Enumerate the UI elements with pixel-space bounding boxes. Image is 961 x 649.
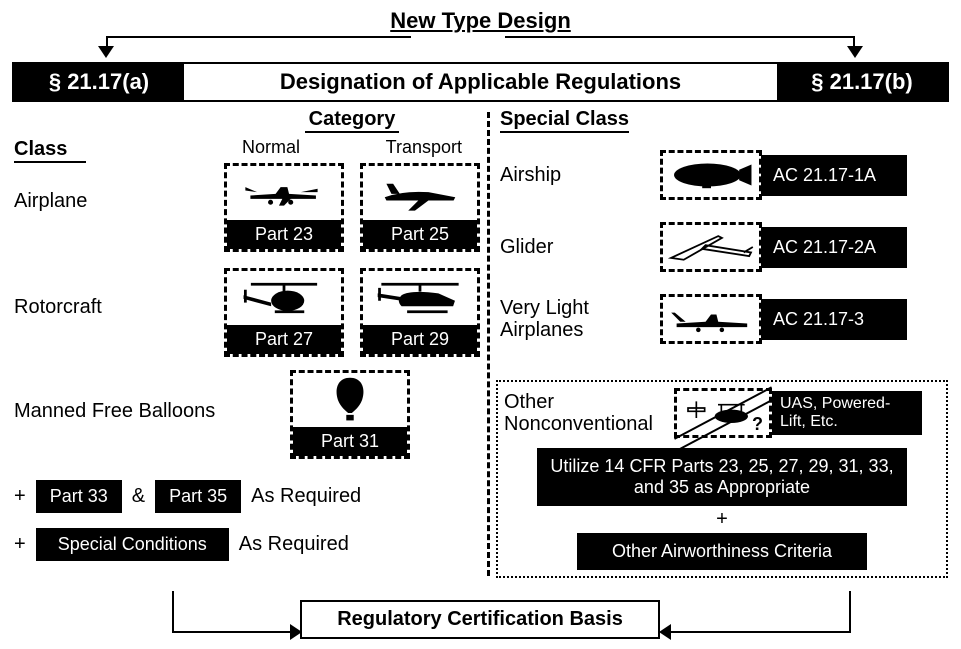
box-part23: Part 23 — [224, 163, 344, 252]
nonconv-utilize: Utilize 14 CFR Parts 23, 25, 27, 29, 31,… — [537, 448, 907, 506]
glider-label: Glider — [500, 236, 660, 258]
plus-2: + — [14, 533, 26, 556]
addl-row-1: + Part 33 & Part 35 As Required — [14, 480, 361, 513]
part31-label: Part 31 — [293, 427, 407, 456]
glider-icon — [660, 222, 762, 272]
box-part31: Part 31 — [290, 370, 410, 459]
nonconventional-box: Other Nonconventional ? UAS, Powered-Lif… — [496, 380, 948, 578]
category-heading-wrap: Category Normal Transport — [222, 108, 482, 158]
box-part29: Part 29 — [360, 268, 480, 357]
cat-transport: Transport — [386, 137, 462, 158]
category-heading: Category — [305, 108, 400, 133]
ampersand: & — [132, 485, 145, 508]
airship-label: Airship — [500, 164, 660, 186]
nonconv-plus: + — [504, 508, 940, 531]
row-rotorcraft-label: Rotorcraft — [14, 296, 102, 319]
nonconv-desc: UAS, Powered-Lift, Etc. — [772, 391, 922, 436]
question-mark: ? — [752, 414, 763, 435]
header-right: § 21.17(b) — [777, 64, 947, 100]
class-heading: Class — [14, 138, 86, 163]
nonconv-icon: ? — [674, 388, 772, 438]
nonconv-label: Other Nonconventional — [504, 391, 674, 435]
cat-normal: Normal — [242, 137, 300, 158]
airship-icon — [660, 150, 762, 200]
box-part25: Part 25 — [360, 163, 480, 252]
part33-pill: Part 33 — [36, 480, 122, 513]
as-required-1: As Required — [251, 485, 361, 508]
header-center: Designation of Applicable Regulations — [184, 64, 777, 100]
header-left: § 21.17(a) — [14, 64, 184, 100]
row-glider: Glider AC 21.17-2A — [500, 222, 907, 272]
plus-1: + — [14, 485, 26, 508]
right-column: Special Class Airship AC 21.17-1A Glider… — [494, 108, 949, 580]
light-helicopter-icon — [227, 271, 341, 325]
jet-plane-icon — [363, 166, 477, 220]
vla-ac: AC 21.17-3 — [761, 299, 907, 340]
addl-row-2: + Special Conditions As Required — [14, 528, 349, 561]
part23-label: Part 23 — [227, 220, 341, 249]
vla-icon — [660, 294, 762, 344]
box-part27: Part 27 — [224, 268, 344, 357]
part29-label: Part 29 — [363, 325, 477, 354]
special-conditions-pill: Special Conditions — [36, 528, 229, 561]
row-balloon-label: Manned Free Balloons — [14, 400, 215, 423]
transport-helicopter-icon — [363, 271, 477, 325]
row-airplane-label: Airplane — [14, 190, 87, 213]
balloon-icon — [293, 373, 407, 427]
nonconv-other-criteria: Other Airworthiness Criteria — [577, 533, 867, 570]
as-required-2: As Required — [239, 533, 349, 556]
part35-pill: Part 35 — [155, 480, 241, 513]
small-plane-icon — [227, 166, 341, 220]
glider-ac: AC 21.17-2A — [761, 227, 907, 268]
row-airship: Airship AC 21.17-1A — [500, 150, 907, 200]
top-arrows — [12, 36, 949, 62]
row-vla: Very Light Airplanes AC 21.17-3 — [500, 294, 907, 344]
bottom-box: Regulatory Certification Basis — [300, 600, 660, 639]
center-divider — [482, 108, 494, 580]
header-bar: § 21.17(a) Designation of Applicable Reg… — [12, 62, 949, 102]
left-column: Class Category Normal Transport Airplane… — [12, 108, 482, 580]
vla-label: Very Light Airplanes — [500, 297, 660, 341]
top-title: New Type Design — [12, 8, 949, 34]
part25-label: Part 25 — [363, 220, 477, 249]
airship-ac: AC 21.17-1A — [761, 155, 907, 196]
special-class-heading: Special Class — [500, 108, 629, 133]
part27-label: Part 27 — [227, 325, 341, 354]
